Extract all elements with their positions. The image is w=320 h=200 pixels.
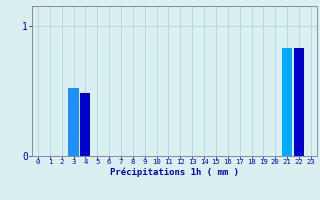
Bar bbox=[68, 88, 79, 156]
Bar bbox=[294, 48, 304, 156]
Bar bbox=[282, 48, 292, 156]
Bar bbox=[80, 93, 91, 156]
X-axis label: Précipitations 1h ( mm ): Précipitations 1h ( mm ) bbox=[110, 168, 239, 177]
